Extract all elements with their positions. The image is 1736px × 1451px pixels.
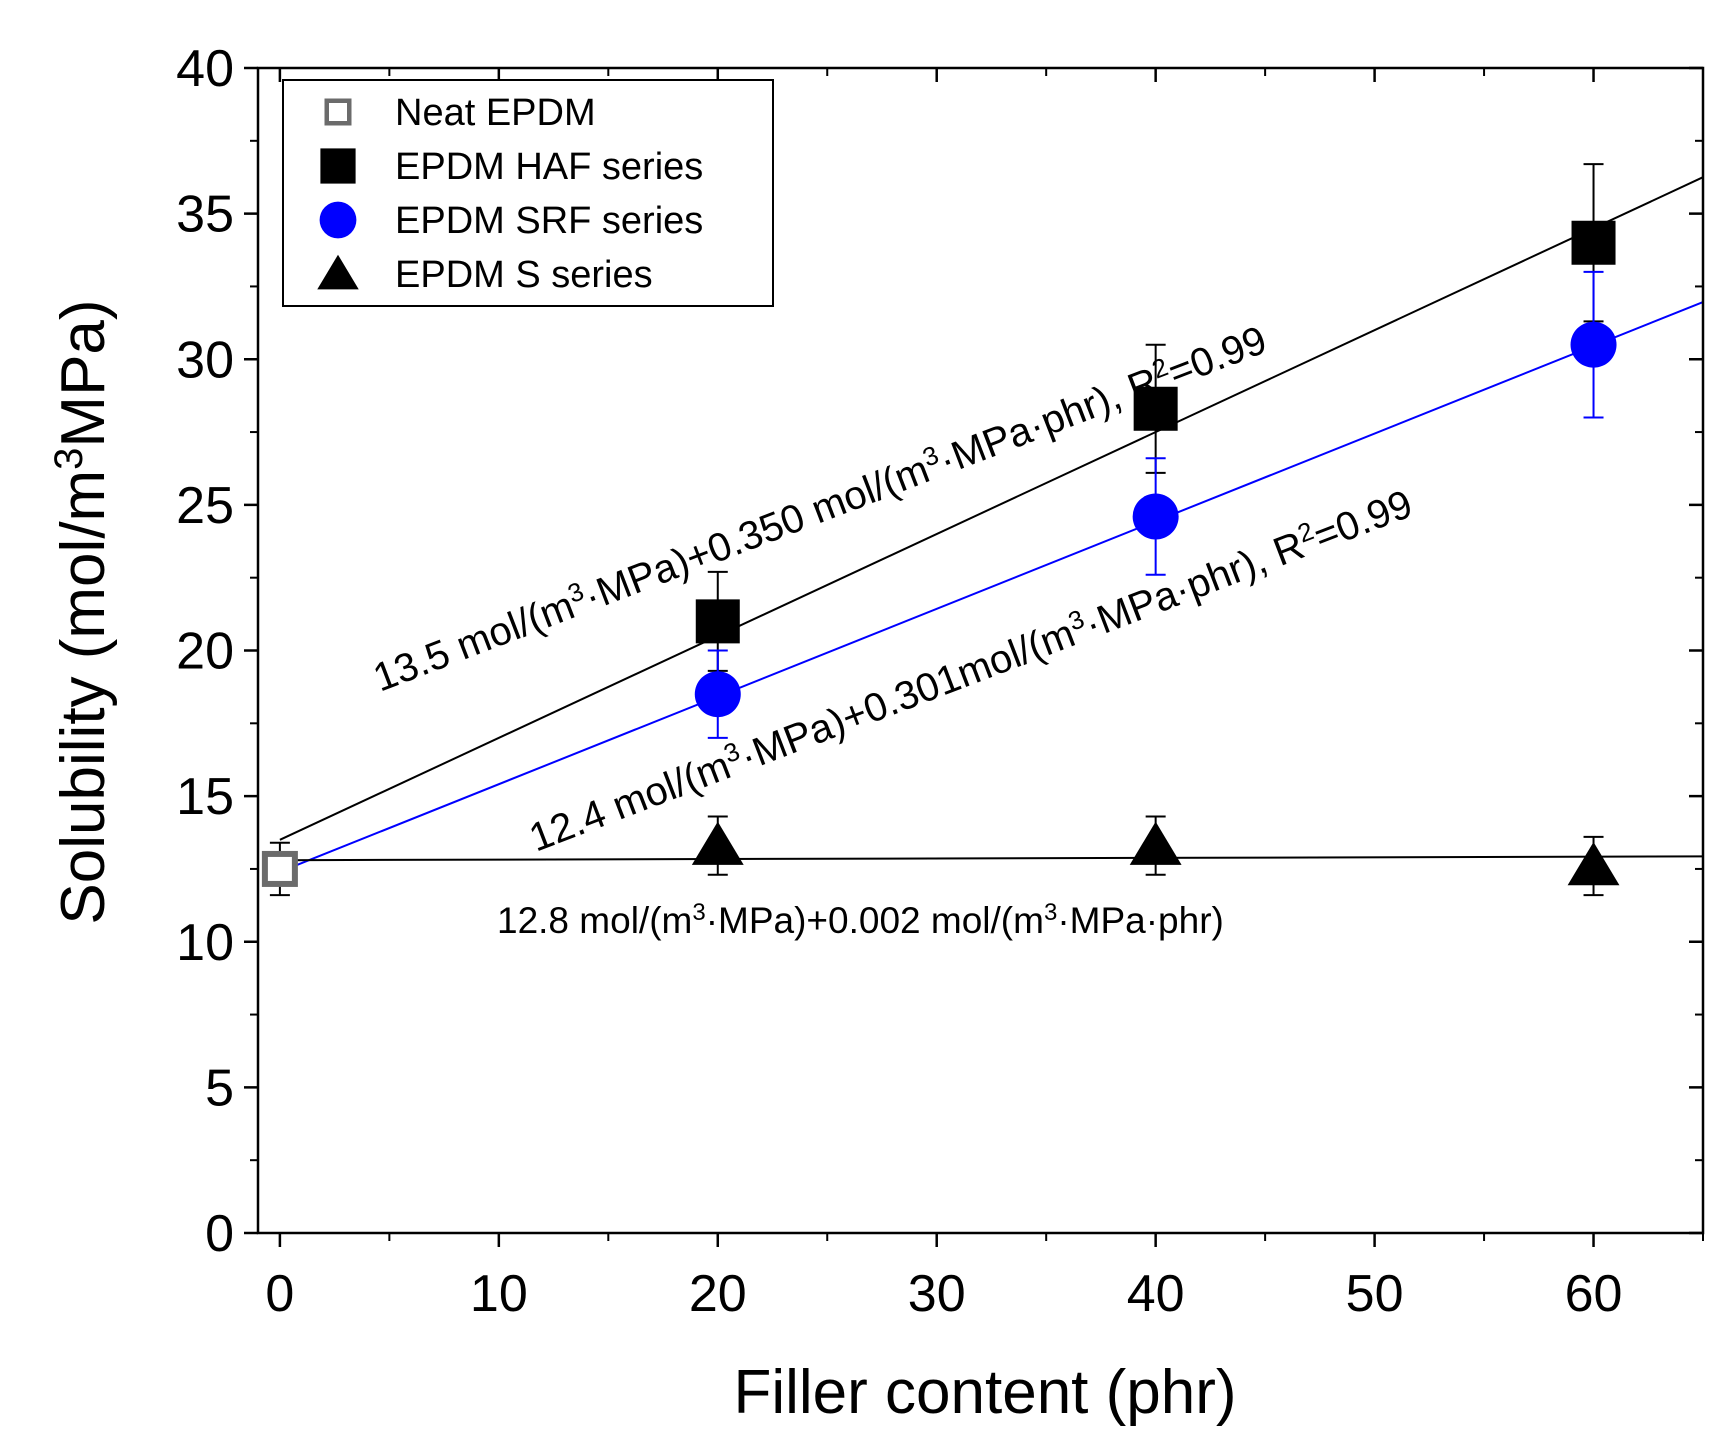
y-tick-label: 25: [176, 477, 234, 535]
point-neat-epdm: [261, 850, 298, 887]
fit-line-2: [279, 855, 1704, 862]
legend-label-1: EPDM HAF series: [395, 146, 703, 188]
y-tick-label: 5: [205, 1059, 234, 1117]
point-epdm-haf-series: [1571, 220, 1616, 265]
x-axis-title: Filler content (phr): [733, 1358, 1236, 1427]
point-epdm-s-series: [1567, 842, 1620, 886]
x-tick-label: 0: [265, 1265, 294, 1323]
legend: Neat EPDM EPDM HAF series EPDM SRF series E…: [282, 79, 774, 307]
legend-box: [282, 79, 774, 307]
y-tick-label: 40: [176, 40, 234, 98]
legend-marker-2: [319, 201, 357, 239]
y-axis-title: Solubility (mol/m3MPa): [47, 299, 118, 924]
y-tick-label: 20: [176, 623, 234, 681]
x-tick-label: 50: [1346, 1265, 1404, 1323]
x-tick-label: 30: [908, 1265, 966, 1323]
x-tick-label: 40: [1127, 1265, 1185, 1323]
y-tick-label: 35: [176, 186, 234, 244]
y-tick-label: 15: [176, 768, 234, 826]
legend-marker-3: [317, 254, 359, 290]
y-tick-label: 0: [205, 1205, 234, 1263]
legend-label-3: EPDM S series: [395, 254, 653, 296]
fit-line-0: [279, 176, 1704, 841]
point-epdm-haf-series: [695, 599, 740, 644]
legend-label-2: EPDM SRF series: [395, 200, 703, 242]
axis-ticks-layer: 0 10 20 30 40 50 60 0 5 10 15 20 25 30 35 40: [176, 40, 1703, 1323]
point-epdm-s-series: [691, 821, 744, 865]
point-epdm-srf-series: [1132, 493, 1179, 540]
s-fit-equation: 12.8 mol/(m3·MPa)+0.002 mol/(m3·MPa·phr): [497, 899, 1224, 941]
srf-fit-equation: 12.4 mol/(m3·MPa)+0.301mol/(m3·MPa·phr),…: [522, 479, 1418, 860]
point-epdm-srf-series: [1570, 321, 1617, 368]
x-tick-label: 60: [1565, 1265, 1623, 1323]
x-tick-label: 20: [689, 1265, 747, 1323]
point-epdm-s-series: [1129, 821, 1182, 865]
point-epdm-haf-series: [1133, 386, 1178, 431]
fit-line-1: [279, 301, 1704, 873]
y-tick-label: 30: [176, 331, 234, 389]
data-points-layer: [261, 220, 1620, 887]
y-tick-label: 10: [176, 914, 234, 972]
x-tick-label: 10: [470, 1265, 528, 1323]
legend-marker-0: [324, 98, 352, 126]
legend-label-0: Neat EPDM: [395, 92, 596, 134]
legend-marker-1: [320, 148, 356, 184]
point-epdm-srf-series: [694, 671, 741, 718]
fit-lines-layer: [279, 176, 1704, 873]
